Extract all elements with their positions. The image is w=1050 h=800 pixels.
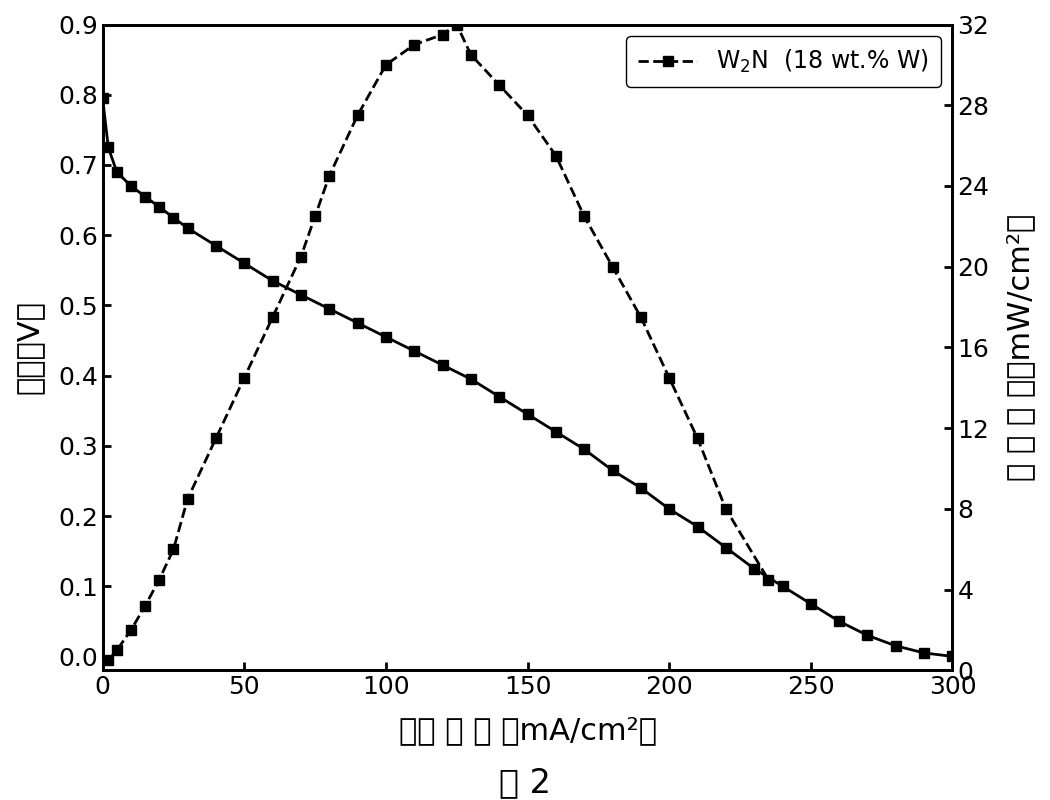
- Y-axis label: 电压（V）: 电压（V）: [15, 301, 44, 394]
- Y-axis label: 功 率 密 度（mW/cm²）: 功 率 密 度（mW/cm²）: [1006, 214, 1035, 481]
- Legend: W$_2$N  (18 wt.% W): W$_2$N (18 wt.% W): [626, 36, 941, 87]
- Text: 图 2: 图 2: [499, 766, 551, 799]
- X-axis label: 电流 密 度 （mA/cm²）: 电流 密 度 （mA/cm²）: [399, 716, 656, 745]
